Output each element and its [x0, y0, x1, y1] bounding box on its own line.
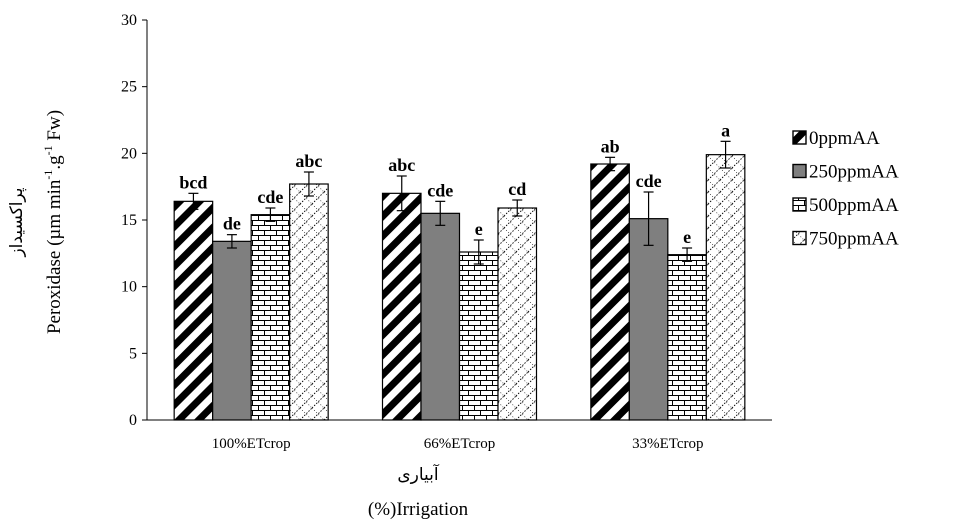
significance-letter: de	[223, 214, 241, 234]
y-tick-label: 10	[121, 279, 137, 296]
significance-letter: abc	[295, 151, 322, 171]
legend-swatch-500ppmAA	[792, 197, 807, 212]
significance-letter: ab	[601, 136, 620, 156]
x-axis-label: (%)Irrigation	[368, 499, 469, 520]
legend-label-250ppmAA: 250ppmAA	[809, 162, 899, 183]
category-label: 66%ETcrop	[424, 436, 495, 452]
y-tick-label: 0	[129, 412, 137, 429]
significance-letter: cde	[257, 187, 283, 207]
bar-500ppmAA-33%ETcrop	[667, 254, 707, 421]
significance-letter: e	[475, 219, 483, 239]
significance-letter: cde	[636, 171, 662, 191]
significance-letter: e	[683, 227, 691, 247]
significance-letter: abc	[388, 155, 415, 175]
y-axis-label: Peroxidase (µm min-1.g-1 Fw)	[41, 110, 65, 334]
bar-250ppmAA-100%ETcrop	[212, 240, 252, 421]
y-ticks: 0 5 10 15 20 25 30	[121, 12, 147, 429]
x-axis-label-farsi: آبیاری	[397, 463, 440, 485]
bar-0ppmAA-100%ETcrop	[173, 200, 214, 421]
legend-swatch-0ppmAA	[792, 130, 807, 145]
legend-label-750ppmAA: 750ppmAA	[809, 229, 899, 250]
category-labels: 100%ETcrop 66%ETcrop 33%ETcrop	[212, 436, 704, 452]
significance-letter: bcd	[179, 172, 207, 192]
significance-letter: a	[721, 120, 730, 140]
y-tick-label: 25	[121, 79, 137, 96]
y-tick-label: 30	[121, 12, 137, 29]
y-tick-label: 15	[121, 212, 137, 229]
bar-500ppmAA-100%ETcrop	[250, 214, 291, 421]
bar-750ppmAA-66%ETcrop	[497, 207, 538, 421]
bar-0ppmAA-33%ETcrop	[590, 163, 630, 421]
bar-750ppmAA-100%ETcrop	[289, 183, 329, 421]
significance-letter: cde	[427, 180, 453, 200]
significance-letter: cd	[508, 179, 526, 199]
bar-0ppmAA-66%ETcrop	[381, 192, 422, 421]
legend-swatch-250ppmAA	[792, 163, 807, 179]
y-tick-label: 20	[121, 145, 137, 162]
y-tick-label: 5	[129, 345, 137, 362]
bar-750ppmAA-33%ETcrop	[705, 154, 746, 421]
bar-250ppmAA-66%ETcrop	[420, 212, 461, 421]
legend-swatch-750ppmAA	[792, 230, 807, 246]
category-label: 33%ETcrop	[632, 436, 703, 452]
legend-label-0ppmAA: 0ppmAA	[809, 128, 880, 149]
category-label: 100%ETcrop	[212, 436, 291, 452]
legend-label-500ppmAA: 500ppmAA	[809, 195, 899, 216]
bar-250ppmAA-33%ETcrop	[628, 218, 669, 421]
y-axis-label-farsi: پراکسیداز	[7, 187, 27, 257]
bar-500ppmAA-66%ETcrop	[458, 251, 499, 421]
legend: 0ppmAA 250ppmAA 500ppmAA 750ppmAA	[792, 128, 899, 250]
